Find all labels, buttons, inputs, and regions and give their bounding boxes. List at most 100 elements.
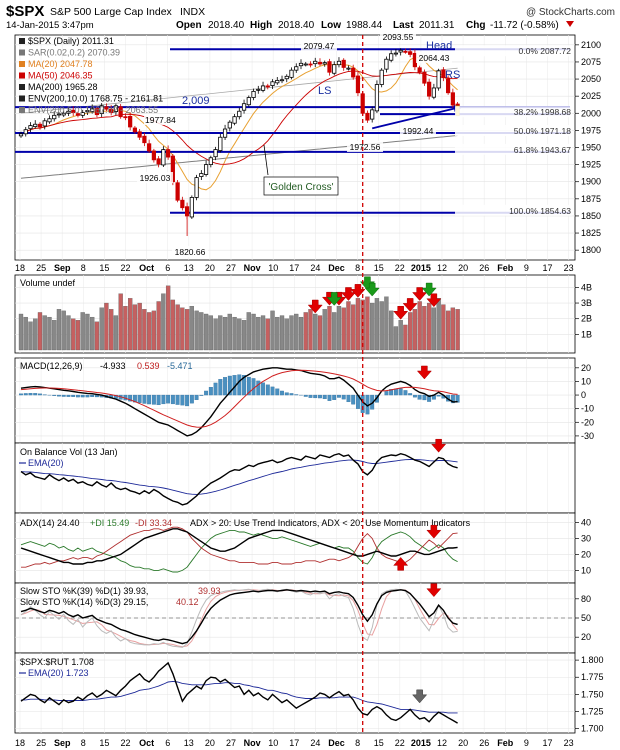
price-label: 2093.55 bbox=[383, 32, 414, 42]
mdi-legend: -DI 33.34 bbox=[135, 518, 172, 528]
macd-histogram-bar bbox=[218, 379, 223, 396]
pattern-label: LS bbox=[318, 85, 331, 97]
fib-label-bg bbox=[455, 106, 572, 118]
chg-value: -11.72 (-0.58%) bbox=[490, 20, 559, 31]
x-axis-label-top: 18 bbox=[15, 263, 25, 273]
y-tick-label: 2075 bbox=[581, 57, 601, 67]
candle-body bbox=[322, 62, 327, 65]
red-arrow-icon bbox=[393, 306, 409, 320]
legend-swatch bbox=[19, 49, 25, 56]
chg-label: Chg bbox=[466, 20, 485, 31]
volume-bar bbox=[426, 302, 432, 351]
x-axis-label-top: 22 bbox=[120, 263, 130, 273]
volume-bar bbox=[379, 301, 384, 351]
pattern-label: Head bbox=[426, 40, 452, 52]
fib-label: 38.2% 1998.68 bbox=[514, 107, 571, 117]
candle-body bbox=[161, 149, 166, 166]
candle-body bbox=[166, 149, 171, 158]
ratio-line bbox=[20, 661, 458, 724]
y-tick-label: 1B bbox=[581, 329, 592, 339]
low-label: Low bbox=[321, 20, 341, 31]
open-label: Open bbox=[176, 20, 202, 31]
x-axis-label-top: 6 bbox=[165, 263, 170, 273]
golden-cross-box bbox=[263, 176, 339, 196]
candle-body bbox=[222, 128, 228, 138]
candle-body bbox=[346, 67, 351, 70]
candle-body bbox=[199, 173, 204, 177]
y-tick-label: 1.750 bbox=[581, 689, 604, 699]
x-axis-label-top: 15 bbox=[374, 263, 384, 273]
x-axis-label-top: Dec bbox=[328, 263, 345, 273]
neckline bbox=[371, 106, 458, 130]
volume-bar bbox=[47, 316, 52, 351]
adx-line bbox=[20, 528, 458, 565]
x-axis-label-bottom: Nov bbox=[244, 738, 261, 748]
ma20-line bbox=[20, 56, 458, 191]
pattern-label: RS bbox=[445, 69, 460, 81]
volume-bar bbox=[370, 302, 375, 351]
macd-histogram-bar bbox=[341, 394, 346, 400]
volume-bar bbox=[294, 313, 299, 351]
volume-bar bbox=[374, 298, 380, 351]
volume-bar bbox=[161, 293, 166, 351]
x-axis-label-bottom: 15 bbox=[374, 738, 384, 748]
exchange: INDX bbox=[180, 6, 205, 18]
candle-body bbox=[28, 125, 33, 130]
fib-label: 50.0% 1971.18 bbox=[514, 126, 571, 136]
y-tick-label: 1.700 bbox=[581, 724, 604, 734]
symbol-name: S&P 500 Large Cap Index bbox=[50, 6, 173, 18]
x-axis-label-top: 8 bbox=[81, 263, 86, 273]
candle-body bbox=[351, 67, 356, 78]
macd-histogram-bar bbox=[427, 394, 432, 402]
x-axis-label-bottom: Dec bbox=[328, 738, 345, 748]
volume-bar bbox=[308, 309, 313, 351]
y-tick-label: 2050 bbox=[581, 74, 601, 84]
annotation-bg bbox=[380, 31, 416, 42]
macd-histogram-bar bbox=[398, 388, 403, 396]
volume-bar bbox=[431, 307, 437, 351]
last-label: Last bbox=[393, 20, 414, 31]
macd-histogram-bar bbox=[166, 394, 171, 404]
x-axis-label-bottom: 12 bbox=[437, 738, 447, 748]
candle-body bbox=[241, 103, 247, 111]
price-label: 1992.44 bbox=[403, 126, 434, 136]
macd-histogram-bar bbox=[71, 394, 76, 397]
candle-body bbox=[47, 118, 52, 123]
candle-body bbox=[208, 157, 213, 166]
macd-signal-value: 0.539 bbox=[137, 361, 160, 371]
macd-histogram-bar bbox=[417, 394, 422, 400]
volume-bar bbox=[137, 302, 142, 351]
volume-bar bbox=[85, 313, 90, 351]
candle-body bbox=[422, 71, 427, 84]
macd-histogram-bar bbox=[161, 394, 166, 405]
macd-histogram-bar bbox=[194, 394, 199, 400]
candle-body bbox=[33, 123, 38, 128]
x-axis-label-bottom: 22 bbox=[395, 738, 405, 748]
macd-histogram-bar bbox=[90, 394, 95, 397]
legend-swatch bbox=[19, 84, 25, 90]
y-tick-label: 1900 bbox=[581, 177, 601, 187]
red-arrow-icon bbox=[426, 293, 442, 308]
macd-histogram-bar bbox=[175, 394, 180, 405]
candle-body bbox=[52, 114, 57, 120]
macd-histogram-bar bbox=[284, 392, 289, 396]
x-axis-label-top: 26 bbox=[479, 263, 489, 273]
volume-bar bbox=[199, 312, 204, 351]
macd-histogram-bar bbox=[151, 394, 156, 405]
candle-body bbox=[260, 85, 266, 91]
candle-body bbox=[109, 108, 114, 113]
candle-body bbox=[128, 115, 133, 128]
x-axis-label-top: Nov bbox=[244, 263, 261, 273]
volume-bar bbox=[455, 309, 460, 351]
macd-histogram-bar bbox=[318, 394, 322, 399]
macd-histogram-bar bbox=[450, 394, 455, 404]
quote-date: 14-Jan-2015 3:47pm bbox=[6, 20, 94, 31]
y-tick-label: 80 bbox=[581, 594, 591, 604]
macd-histogram-bar bbox=[180, 394, 185, 406]
x-axis-label-top: 13 bbox=[184, 263, 194, 273]
candle-body bbox=[37, 123, 43, 128]
y-tick-label: -30 bbox=[581, 431, 594, 441]
volume-bar bbox=[66, 315, 71, 351]
candle-body bbox=[303, 63, 308, 66]
x-axis-label-top: Sep bbox=[54, 263, 71, 273]
